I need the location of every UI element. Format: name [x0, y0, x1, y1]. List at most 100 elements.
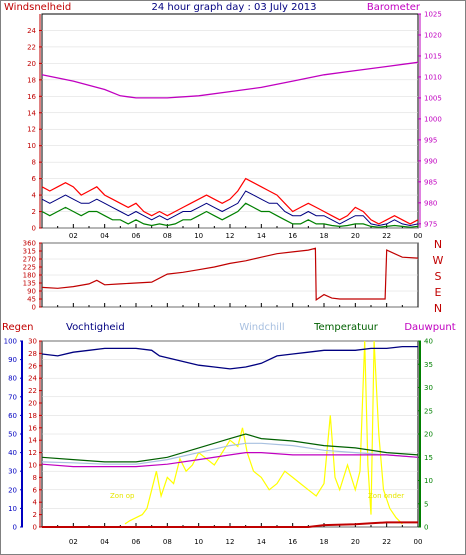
wind-barometer-panel: 0246810121416182022249759809859909951000…: [27, 11, 442, 241]
rain-tick-label: 10: [28, 462, 37, 470]
rain-tick-label: 2: [33, 511, 37, 519]
time-label-top: 12: [226, 232, 235, 240]
time-label-bottom: 18: [320, 538, 329, 546]
baro-tick-label: 1000: [424, 115, 442, 123]
wind-tick-label: 16: [27, 93, 36, 101]
wind-axis-title: Windsnelheid: [4, 2, 71, 13]
time-label-bottom: 08: [163, 538, 172, 546]
humidity-tick-label: 50: [8, 431, 17, 439]
chart-title: 24 hour graph day : 03 July 2013: [151, 2, 316, 13]
rain-tick-label: 12: [28, 449, 37, 457]
baro-tick-label: 985: [424, 178, 437, 186]
temp-tick-label: 35: [424, 361, 433, 369]
direction-tick-label: 360: [23, 240, 36, 248]
direction-tick-label: 270: [23, 256, 36, 264]
sunrise-annotation: Zon op: [110, 492, 135, 500]
legend-regen: Regen: [2, 322, 34, 333]
wind-mean-line: [41, 190, 419, 227]
time-label-top: 22: [382, 232, 391, 240]
time-label-top: 08: [163, 232, 172, 240]
direction-label: N: [434, 238, 442, 251]
time-label-bottom: 20: [351, 538, 360, 546]
humidity-tick-label: 60: [8, 412, 17, 420]
baro-tick-label: 995: [424, 136, 437, 144]
wind-tick-label: 6: [32, 175, 37, 183]
direction-label: N: [434, 302, 442, 315]
legend-windchill: Windchill: [239, 322, 284, 333]
time-label-top: 00: [414, 232, 423, 240]
direction-tick-label: 135: [23, 280, 36, 288]
humidity-tick-label: 80: [8, 375, 17, 383]
time-label-bottom: 12: [226, 538, 235, 546]
wind-tick-label: 18: [27, 76, 36, 84]
rain-tick-label: 24: [28, 375, 37, 383]
time-label-bottom: 14: [257, 538, 266, 546]
time-label-bottom: 16: [288, 538, 297, 546]
direction-tick-label: 0: [32, 304, 36, 312]
humidity-tick-label: 70: [8, 393, 17, 401]
baro-tick-label: 1010: [424, 73, 442, 81]
humidity-tick-label: 40: [8, 449, 17, 457]
baro-tick-label: 1020: [424, 31, 442, 39]
wind-tick-label: 22: [27, 43, 36, 51]
time-label-top: 14: [257, 232, 266, 240]
wind-tick-label: 14: [27, 109, 36, 117]
humidity-temperature-panel: 0102030405060708090100024681012141618202…: [4, 338, 433, 547]
humidity-tick-label: 100: [4, 338, 17, 346]
temperature-line: [41, 433, 419, 463]
direction-tick-label: 45: [27, 296, 36, 304]
temp-tick-label: 40: [424, 338, 433, 346]
humidity-tick-label: 30: [8, 468, 17, 476]
humidity-tick-label: 20: [8, 486, 17, 494]
time-label-bottom: 10: [194, 538, 203, 546]
time-label-top: 18: [320, 232, 329, 240]
rain-tick-label: 16: [28, 424, 37, 432]
wind-tick-label: 2: [32, 208, 36, 216]
wind-tick-label: 4: [32, 192, 37, 200]
direction-tick-label: 315: [23, 248, 36, 256]
temp-tick-label: 20: [424, 431, 433, 439]
temp-tick-label: 15: [424, 454, 433, 462]
time-label-top: 02: [69, 232, 78, 240]
temp-tick-label: 30: [424, 384, 433, 392]
rain-line: [42, 521, 418, 528]
legend-dauwpunt: Dauwpunt: [404, 322, 455, 333]
rain-tick-label: 8: [33, 474, 37, 482]
baro-tick-label: 1025: [424, 11, 442, 19]
wind-tick-label: 8: [32, 159, 36, 167]
time-label-bottom: 22: [382, 538, 391, 546]
rain-tick-label: 26: [28, 362, 37, 370]
humidity-tick-label: 10: [8, 505, 17, 513]
rain-tick-label: 20: [28, 400, 37, 408]
windchill-line: [41, 442, 419, 465]
time-label-top: 10: [194, 232, 203, 240]
rain-tick-label: 28: [28, 350, 37, 358]
gust-line: [41, 177, 419, 225]
wind-tick-label: 10: [27, 142, 36, 150]
direction-tick-label: 225: [23, 264, 36, 272]
baro-tick-label: 1005: [424, 94, 442, 102]
rain-tick-label: 18: [28, 412, 37, 420]
time-label-top: 16: [288, 232, 297, 240]
time-label-top: 04: [100, 232, 109, 240]
time-label-top: 06: [132, 232, 141, 240]
wind-plot-area: [41, 13, 419, 229]
direction-label: E: [435, 286, 442, 299]
humidity-tick-label: 0: [13, 524, 17, 532]
humidity-line: [41, 345, 418, 370]
time-label-bottom: 00: [414, 538, 423, 546]
dewpoint-line: [41, 452, 419, 468]
time-label-bottom: 06: [132, 538, 141, 546]
temp-tick-label: 5: [424, 500, 428, 508]
direction-tick-label: 90: [27, 288, 36, 296]
wind-tick-label: 20: [27, 60, 36, 68]
baro-tick-label: 1015: [424, 52, 442, 60]
wind-tick-label: 24: [27, 27, 36, 35]
solar-radiation-line: [124, 340, 403, 525]
temp-tick-label: 10: [424, 477, 433, 485]
wind-average-line: [41, 202, 419, 228]
rain-tick-label: 30: [28, 338, 37, 346]
rain-tick-label: 6: [33, 486, 38, 494]
legend-vochtigheid: Vochtigheid: [66, 322, 125, 333]
